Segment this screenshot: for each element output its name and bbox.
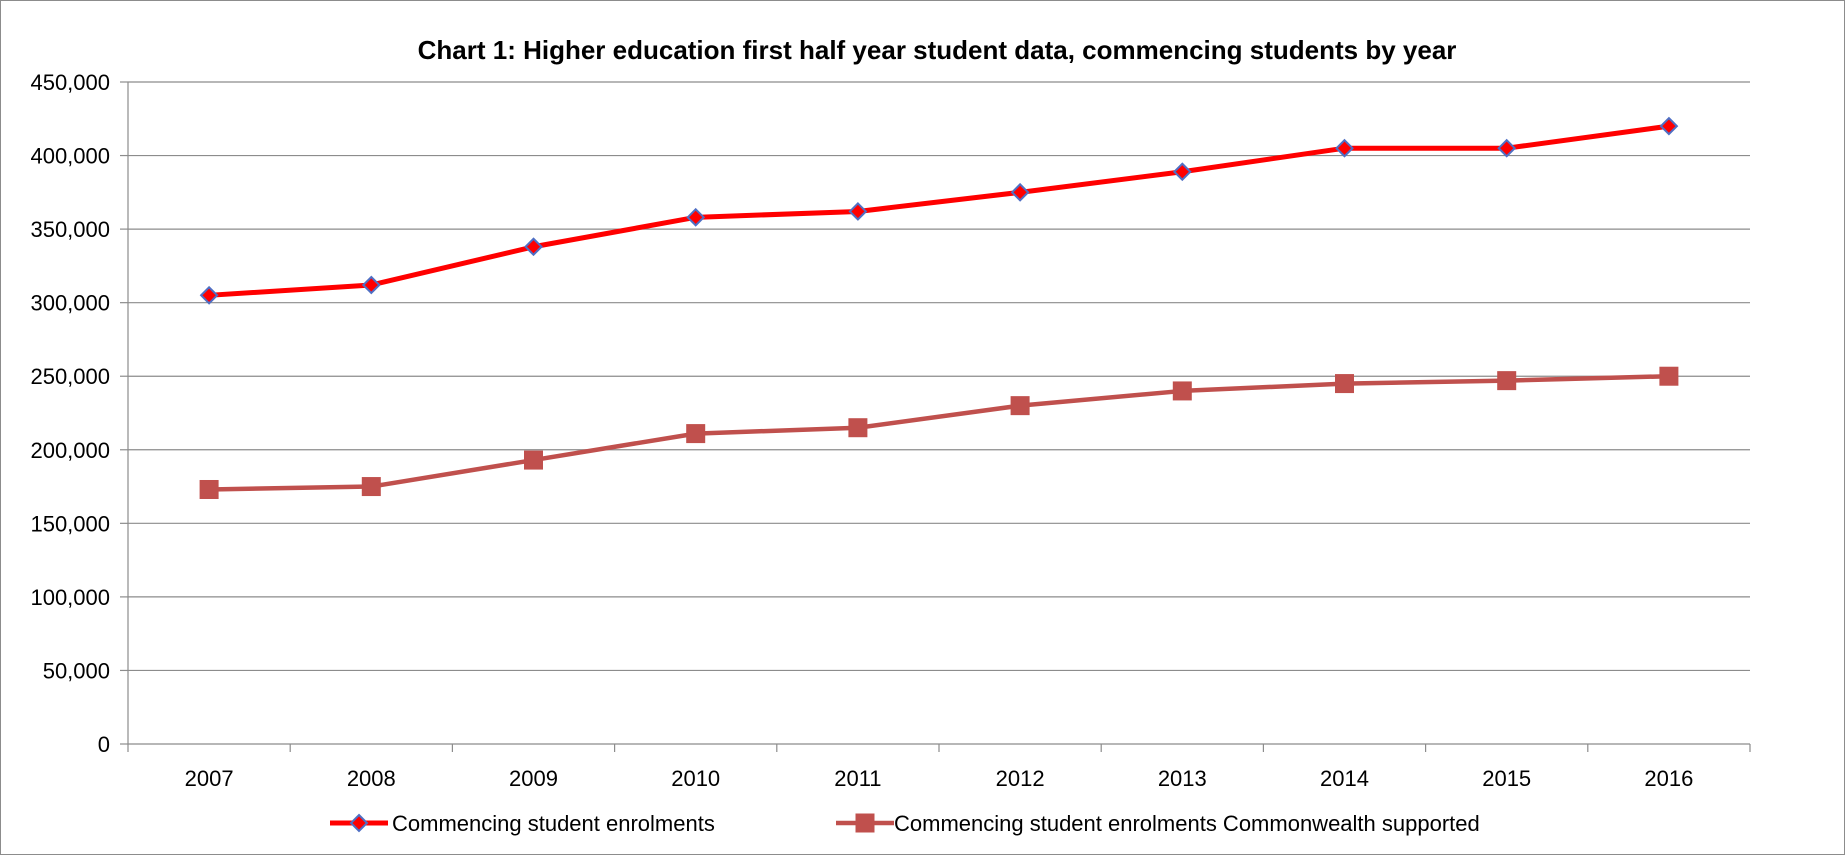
data-point — [524, 450, 543, 470]
data-point — [1659, 116, 1679, 136]
legend-item: Commencing student enrolments Commonweal… — [836, 811, 1480, 836]
y-tick-label: 400,000 — [30, 144, 110, 169]
data-point — [1172, 381, 1192, 401]
x-tick-label: 2015 — [1482, 766, 1531, 791]
x-tick-label: 2010 — [671, 766, 720, 791]
y-tick-label: 50,000 — [43, 658, 110, 683]
data-point — [1335, 138, 1354, 158]
data-point — [1659, 366, 1679, 386]
y-tick-label: 450,000 — [30, 70, 110, 95]
data-point — [199, 285, 219, 305]
x-tick-label: 2011 — [834, 766, 881, 791]
data-point — [1335, 374, 1354, 394]
data-point — [361, 275, 381, 295]
legend-item: Commencing student enrolments — [330, 811, 715, 836]
data-point — [1010, 396, 1030, 416]
y-tick-label: 0 — [98, 732, 110, 757]
series-layer — [199, 116, 1679, 499]
data-point — [686, 424, 706, 444]
legend-swatch-marker — [855, 813, 875, 833]
data-point — [686, 207, 706, 227]
data-point — [199, 479, 219, 499]
series-commencing-enrolments — [199, 116, 1679, 305]
axes: 0 50,000 100,000 150,000 200,000 250,000 300,0… — [30, 70, 1751, 791]
data-point — [848, 418, 868, 438]
data-point — [1172, 162, 1192, 182]
series-line — [209, 373, 1669, 492]
y-tick-label: 150,000 — [30, 511, 110, 536]
gridlines — [128, 81, 1750, 672]
y-tick-label: 300,000 — [30, 291, 110, 316]
x-tick-label: 2009 — [509, 766, 558, 791]
data-point — [524, 237, 543, 257]
x-tick-label: 2007 — [185, 766, 234, 791]
data-point — [1010, 182, 1030, 202]
series-line — [208, 123, 1670, 298]
x-tick-label: 2008 — [347, 766, 396, 791]
x-tick-label: 2014 — [1320, 766, 1369, 791]
data-point — [1497, 371, 1517, 391]
y-tick-label: 350,000 — [30, 217, 110, 242]
y-tick-label: 250,000 — [30, 364, 110, 389]
x-tick-label: 2016 — [1644, 766, 1693, 791]
y-tick-label: 200,000 — [30, 438, 110, 463]
y-tick-label: 100,000 — [30, 585, 110, 610]
data-point — [361, 477, 381, 497]
data-point — [1497, 138, 1517, 158]
legend-label: Commencing student enrolments Commonweal… — [894, 811, 1480, 836]
legend-label: Commencing student enrolments — [392, 811, 715, 836]
chart-title: Chart 1: Higher education first half yea… — [418, 35, 1457, 65]
legend: Commencing student enrolments Commencing … — [330, 811, 1480, 836]
data-point — [848, 202, 868, 221]
series-commonwealth-supported — [199, 366, 1679, 499]
x-tick-label: 2012 — [996, 766, 1045, 791]
legend-swatch-marker — [349, 813, 369, 833]
x-tick-label: 2013 — [1158, 766, 1207, 791]
